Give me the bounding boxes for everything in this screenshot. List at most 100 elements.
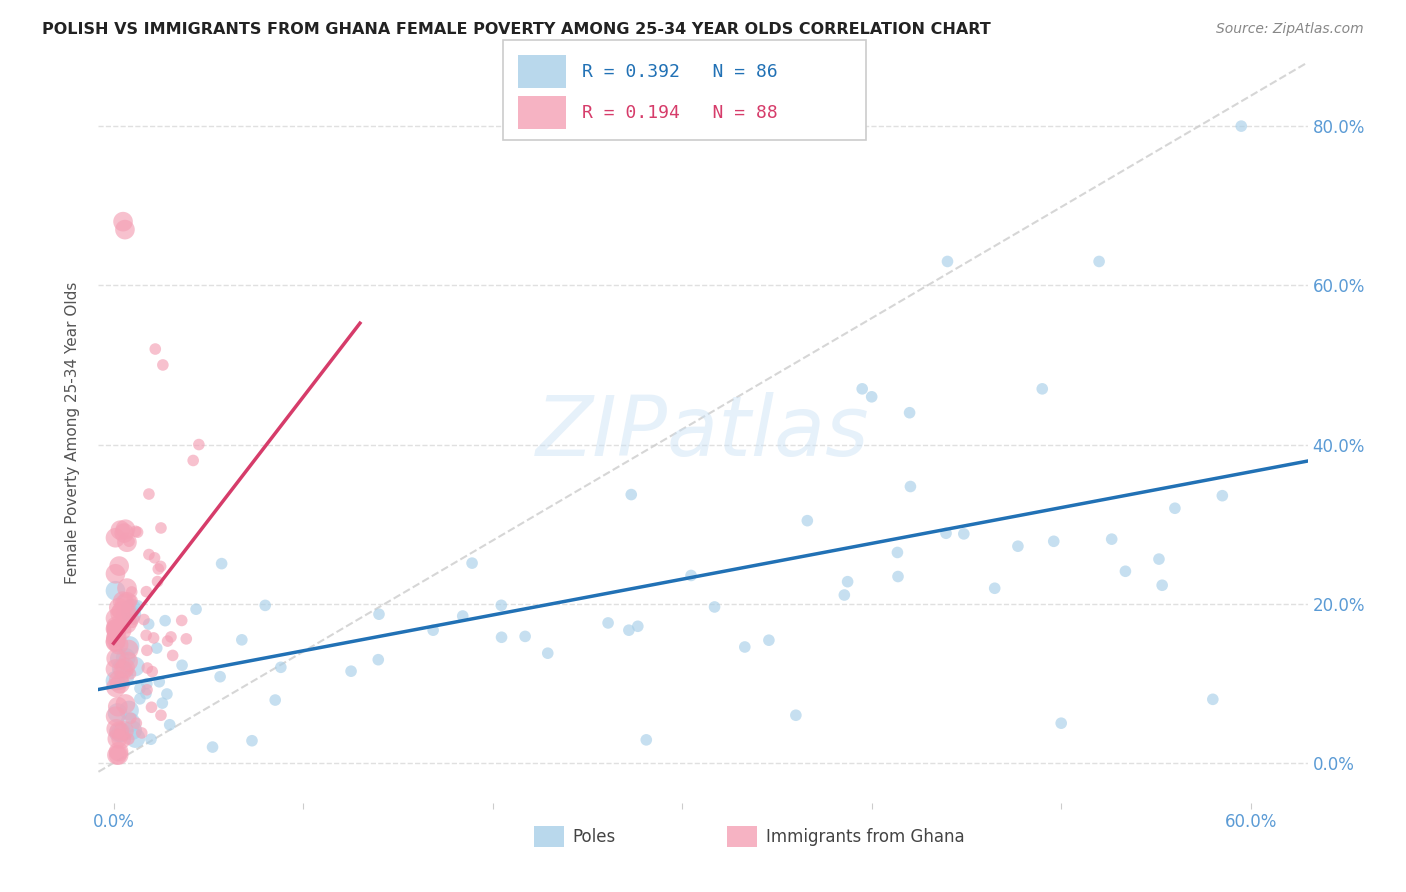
Point bbox=[131, 726, 153, 740]
Text: ZIPatlas: ZIPatlas bbox=[536, 392, 870, 473]
Point bbox=[340, 664, 363, 678]
Point bbox=[796, 514, 818, 528]
Point bbox=[117, 642, 139, 657]
Point bbox=[1101, 532, 1123, 546]
Point bbox=[104, 531, 127, 545]
Point bbox=[636, 732, 658, 747]
FancyBboxPatch shape bbox=[517, 95, 567, 129]
Point bbox=[111, 594, 134, 608]
Y-axis label: Female Poverty Among 25-34 Year Olds: Female Poverty Among 25-34 Year Olds bbox=[65, 282, 80, 583]
Point bbox=[127, 525, 149, 540]
Point bbox=[107, 673, 129, 688]
Point bbox=[112, 526, 135, 541]
Point bbox=[181, 453, 204, 467]
Point bbox=[115, 616, 138, 631]
Point bbox=[115, 608, 138, 623]
Point bbox=[135, 628, 157, 642]
Point bbox=[149, 708, 172, 723]
Point bbox=[110, 624, 132, 638]
Point bbox=[240, 733, 263, 747]
FancyBboxPatch shape bbox=[503, 40, 866, 140]
Point bbox=[149, 521, 172, 535]
Point bbox=[898, 406, 921, 420]
Text: Poles: Poles bbox=[572, 828, 616, 846]
Point bbox=[114, 661, 136, 675]
Point bbox=[104, 635, 127, 649]
Point bbox=[117, 655, 139, 669]
Point bbox=[108, 651, 131, 665]
FancyBboxPatch shape bbox=[534, 827, 564, 847]
Point bbox=[451, 609, 474, 624]
Point bbox=[142, 631, 165, 645]
Point bbox=[620, 487, 643, 501]
Point bbox=[146, 574, 169, 589]
Point bbox=[135, 584, 157, 599]
Point bbox=[105, 722, 128, 736]
Point bbox=[121, 585, 143, 599]
Point bbox=[107, 745, 129, 759]
Point bbox=[209, 670, 232, 684]
Point bbox=[105, 731, 128, 746]
Point bbox=[143, 342, 166, 356]
Point bbox=[491, 630, 513, 644]
Point bbox=[264, 693, 287, 707]
Point bbox=[170, 614, 193, 628]
Point bbox=[136, 661, 159, 675]
Point bbox=[108, 559, 131, 574]
Point bbox=[187, 437, 209, 451]
Point bbox=[491, 599, 513, 613]
Point bbox=[162, 648, 184, 663]
Point bbox=[681, 568, 703, 582]
Point bbox=[983, 581, 1005, 595]
Point bbox=[758, 633, 780, 648]
Point bbox=[105, 629, 128, 643]
Point bbox=[152, 358, 174, 372]
Point bbox=[124, 659, 146, 673]
Point bbox=[1088, 254, 1111, 268]
Point bbox=[115, 595, 138, 609]
Point bbox=[231, 632, 253, 647]
Point bbox=[834, 588, 856, 602]
Point bbox=[104, 622, 127, 636]
Point bbox=[104, 681, 127, 695]
Point bbox=[125, 716, 148, 731]
Point bbox=[461, 556, 484, 570]
Point bbox=[936, 254, 959, 268]
Point bbox=[1202, 692, 1225, 706]
Point bbox=[111, 604, 134, 618]
Point bbox=[105, 619, 128, 633]
Point bbox=[107, 699, 129, 714]
Point bbox=[170, 658, 193, 673]
Point bbox=[127, 599, 149, 613]
Point bbox=[201, 740, 224, 755]
Point bbox=[148, 674, 170, 689]
Point bbox=[107, 600, 129, 615]
Text: R = 0.194   N = 88: R = 0.194 N = 88 bbox=[582, 103, 778, 122]
Point bbox=[108, 677, 131, 691]
Point bbox=[156, 634, 179, 648]
Text: Source: ZipAtlas.com: Source: ZipAtlas.com bbox=[1216, 22, 1364, 37]
Point bbox=[104, 673, 127, 688]
Point bbox=[935, 526, 957, 541]
Point bbox=[1211, 489, 1233, 503]
Point bbox=[141, 665, 163, 679]
Point bbox=[114, 597, 136, 611]
Point bbox=[1007, 539, 1029, 553]
Point bbox=[596, 615, 619, 630]
Point bbox=[537, 646, 560, 660]
FancyBboxPatch shape bbox=[727, 827, 758, 847]
Point bbox=[367, 653, 389, 667]
Point bbox=[107, 706, 129, 720]
Point bbox=[104, 631, 127, 645]
Point bbox=[1230, 119, 1253, 133]
Point bbox=[115, 535, 138, 549]
Point bbox=[174, 632, 197, 646]
Point bbox=[1152, 578, 1174, 592]
Point bbox=[627, 619, 650, 633]
Point bbox=[368, 607, 391, 622]
Text: R = 0.392   N = 86: R = 0.392 N = 86 bbox=[582, 63, 778, 81]
Point bbox=[105, 651, 128, 665]
Point bbox=[145, 641, 167, 656]
Point bbox=[105, 747, 128, 762]
Point bbox=[1164, 501, 1187, 516]
